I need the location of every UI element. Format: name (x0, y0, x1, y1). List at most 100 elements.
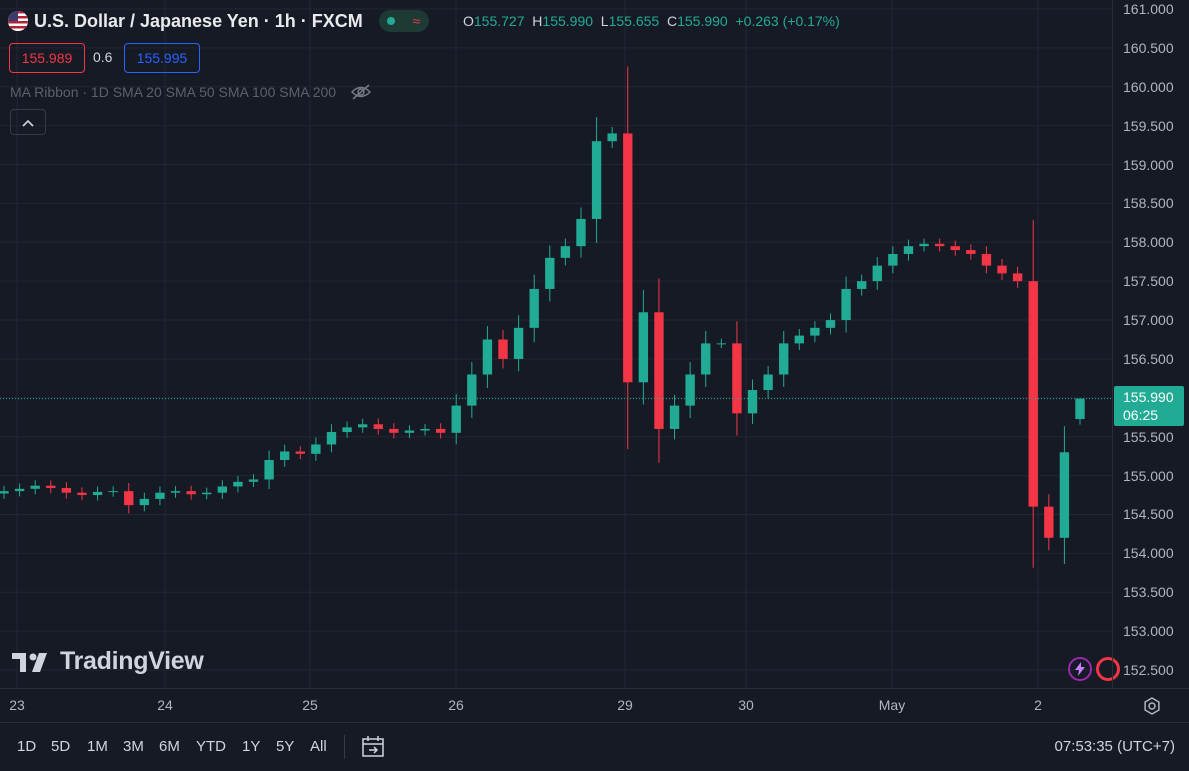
price-tick-label: 152.500 (1123, 662, 1174, 678)
candle-body (202, 492, 212, 495)
candle-body (435, 428, 446, 433)
time-tick-label: May (878, 697, 906, 713)
price-tick-label: 156.500 (1123, 350, 1174, 367)
candle-body (233, 481, 243, 487)
candle-body (810, 327, 820, 336)
range-button-3m[interactable]: 3M (123, 738, 144, 755)
range-button-1m[interactable]: 1M (87, 738, 108, 755)
indicator-legend[interactable]: MA Ribbon · 1D SMA 20 SMA 50 SMA 100 SMA… (10, 84, 372, 103)
candle-body (825, 320, 836, 328)
candle-body (14, 488, 25, 492)
open-value: 155.727 (473, 13, 525, 29)
candle-body (701, 343, 711, 375)
range-button-ytd[interactable]: YTD (196, 738, 226, 755)
candle-body (732, 343, 742, 414)
change-value: +0.263 (+0.17%) (735, 13, 840, 29)
price-tick-label: 158.500 (1123, 195, 1174, 212)
candle-body (794, 335, 804, 344)
candle-body (1028, 281, 1038, 507)
range-button-all[interactable]: All (310, 738, 327, 755)
candle-body (872, 265, 882, 282)
candle-body (981, 253, 992, 266)
candle-body (716, 343, 727, 345)
candle-body (389, 428, 399, 433)
price-tick-label: 154.000 (1123, 545, 1174, 562)
time-tick-label: 24 (157, 697, 173, 713)
chart-settings-icon[interactable] (1143, 697, 1161, 718)
buy-button[interactable]: 155.995 (124, 43, 200, 73)
buy-price: 155.995 (136, 50, 188, 66)
range-button-5d[interactable]: 5D (51, 738, 71, 755)
time-tick-label: 2 (1034, 697, 1042, 713)
candle-body (467, 374, 477, 406)
symbol-header: U.S. Dollar / Japanese Yen · 1h · FXCM ≈ (8, 9, 429, 33)
candlestick-chart[interactable] (0, 0, 1112, 688)
price-tick-label: 154.500 (1123, 506, 1174, 523)
candle-body (295, 451, 305, 454)
candle-body (280, 451, 290, 461)
candle-body (451, 405, 461, 433)
candle-body (950, 246, 960, 251)
candle-body (1075, 398, 1085, 420)
eye-slash-icon[interactable] (350, 84, 372, 103)
candle-body (669, 405, 680, 429)
candle-body (420, 428, 430, 431)
range-button-1d[interactable]: 1D (17, 738, 37, 755)
lightning-icon[interactable] (1068, 657, 1092, 681)
high-label: H (532, 13, 543, 29)
candle-body (217, 486, 227, 493)
indicator-label: MA Ribbon · 1D SMA 20 SMA 50 SMA 100 SMA… (10, 84, 337, 101)
candle-body (248, 479, 259, 482)
market-open-dot-icon (387, 17, 396, 25)
logo-text: TradingView (60, 647, 204, 675)
bottom-toolbar: 07:53:35 (UTC+7) 1D 5D 1M 3M 6M YTD 1Y 5Y All (0, 722, 1189, 771)
bar-countdown: 06:25 (1123, 407, 1159, 423)
chart-pane[interactable] (0, 0, 1112, 688)
candle-body (326, 432, 337, 445)
candle-body (654, 312, 664, 429)
close-label: C (666, 13, 678, 29)
candle-body (685, 374, 695, 406)
toolbar-divider (344, 735, 345, 759)
candle-body (311, 444, 321, 454)
collapse-legend-button[interactable] (10, 109, 46, 135)
candle-body (92, 491, 103, 496)
price-tick-label: 153.000 (1123, 623, 1174, 640)
candle-body (513, 327, 524, 359)
time-tick-label: 26 (448, 697, 464, 713)
price-tick-label: 157.500 (1123, 273, 1174, 290)
price-tick-label: 159.500 (1123, 117, 1174, 134)
candle-body (155, 492, 165, 499)
time-tick-label: 25 (302, 697, 318, 713)
symbol-title[interactable]: U.S. Dollar / Japanese Yen · 1h · FXCM (34, 10, 363, 31)
low-value: 155.655 (608, 13, 660, 29)
date-range-icon[interactable] (361, 735, 387, 762)
candle-body (357, 424, 368, 428)
candle-body (888, 253, 898, 266)
sell-button[interactable]: 155.989 (9, 43, 85, 73)
candle-body (623, 133, 633, 383)
high-value: 155.990 (542, 13, 594, 29)
clock-readout[interactable]: 07:53:35 (UTC+7) (1054, 738, 1175, 755)
market-status-pill[interactable]: ≈ (378, 10, 429, 32)
range-button-5y[interactable]: 5Y (276, 738, 295, 755)
candle-body (482, 339, 493, 375)
time-axis[interactable]: 23 24 25 26 29 30 May 2 (0, 688, 1189, 723)
range-button-1y[interactable]: 1Y (242, 738, 261, 755)
notification-icon[interactable] (1096, 657, 1120, 681)
candle-body (545, 257, 555, 289)
candle-body (966, 250, 976, 254)
candle-body (124, 491, 134, 506)
candle-body (139, 498, 150, 506)
price-tick-label: 157.000 (1123, 312, 1174, 329)
tradingview-logo[interactable]: TradingView (12, 647, 204, 676)
price-axis[interactable]: 161.000 160.500 160.000 159.500 159.000 158.5… (1112, 0, 1189, 688)
range-button-6m[interactable]: 6M (159, 738, 180, 755)
candle-body (607, 133, 617, 142)
price-tick-label: 159.000 (1123, 156, 1174, 173)
price-tick-label: 160.000 (1123, 78, 1174, 95)
time-tick-label: 29 (617, 697, 633, 713)
open-label: O (463, 13, 474, 29)
low-label: L (600, 13, 609, 29)
candle-body (170, 491, 181, 493)
